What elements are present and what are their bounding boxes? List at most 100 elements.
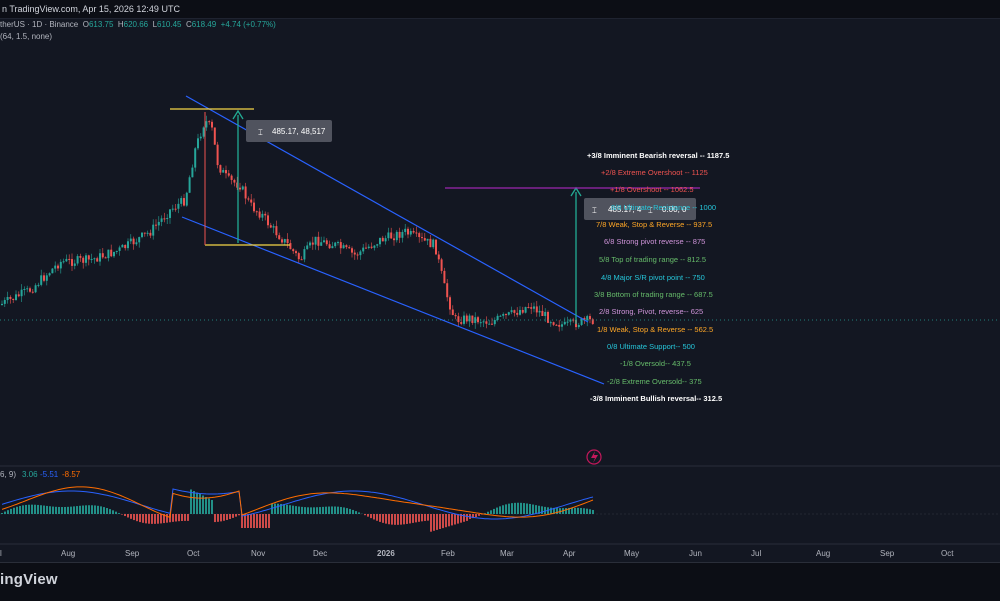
candle-body bbox=[309, 243, 311, 246]
macd-legend[interactable]: 6, 9) 3.06 -5.51 -8.57 bbox=[0, 470, 81, 479]
macd-bar bbox=[478, 514, 480, 516]
macd-bar bbox=[331, 506, 333, 514]
macd-bar bbox=[160, 514, 162, 523]
candle-body bbox=[418, 233, 420, 237]
candle-body bbox=[18, 294, 20, 296]
candle-body bbox=[410, 231, 412, 234]
candle-body bbox=[449, 297, 451, 309]
macd-bar bbox=[343, 507, 345, 514]
candle-body bbox=[287, 239, 289, 243]
macd-params: 6, 9) bbox=[0, 470, 16, 479]
candle-body bbox=[233, 180, 235, 183]
candle-body bbox=[21, 290, 23, 297]
candle-body bbox=[474, 317, 476, 323]
candle-body bbox=[480, 322, 482, 323]
candle-body bbox=[527, 307, 529, 308]
macd-bar bbox=[529, 504, 531, 514]
macd-bar bbox=[388, 514, 390, 524]
candle-body bbox=[401, 232, 403, 238]
candle-body bbox=[155, 225, 157, 226]
candle-body bbox=[331, 246, 333, 248]
macd-bar bbox=[442, 514, 444, 528]
candle-body bbox=[432, 240, 434, 248]
candle-body bbox=[569, 320, 571, 322]
macd-bar bbox=[223, 514, 225, 521]
candle-body bbox=[519, 310, 521, 315]
macd-bar bbox=[85, 505, 87, 514]
candle-body bbox=[200, 137, 202, 139]
macd-bar bbox=[265, 514, 267, 528]
candle-body bbox=[522, 310, 524, 313]
candle-body bbox=[23, 289, 25, 290]
candle-body bbox=[261, 214, 263, 218]
candle-body bbox=[138, 237, 140, 242]
macd-bar bbox=[514, 503, 516, 514]
candle-body bbox=[513, 310, 515, 313]
macd-bar bbox=[211, 500, 213, 514]
macd-bar bbox=[130, 514, 132, 519]
lightning-icon[interactable] bbox=[587, 450, 601, 464]
candle-body bbox=[508, 312, 510, 315]
candle-body bbox=[110, 250, 112, 257]
candle-body bbox=[427, 239, 429, 241]
macd-bar bbox=[283, 504, 285, 514]
candle-body bbox=[466, 316, 468, 322]
candle-body bbox=[273, 226, 275, 227]
macd-bar bbox=[421, 514, 423, 521]
murrey-level-14: -3/8 Imminent Bullish reversal-- 312.5 bbox=[590, 394, 722, 403]
candle-body bbox=[536, 306, 538, 312]
macd-bar bbox=[301, 507, 303, 514]
time-axis-label-12: Jul bbox=[751, 549, 761, 558]
macd-bar bbox=[490, 510, 492, 514]
macd-bar bbox=[457, 514, 459, 524]
macd-bar bbox=[577, 508, 579, 514]
candle-body bbox=[228, 173, 230, 175]
murrey-level-11: 0/8 Ultimate Support-- 500 bbox=[607, 342, 695, 351]
candle-body bbox=[270, 225, 272, 227]
candle-body bbox=[564, 322, 566, 324]
candle-body bbox=[163, 218, 165, 219]
candle-body bbox=[144, 233, 146, 234]
candle-body bbox=[264, 214, 266, 216]
candle-body bbox=[441, 259, 443, 271]
candle-body bbox=[415, 232, 417, 233]
macd-bar bbox=[382, 514, 384, 523]
macd-bar bbox=[379, 514, 381, 522]
candle-body bbox=[15, 294, 17, 300]
candle-body bbox=[116, 251, 118, 252]
macd-bar bbox=[40, 505, 42, 514]
candle-body bbox=[141, 233, 143, 237]
candle-body bbox=[289, 243, 291, 249]
macd-bar bbox=[235, 514, 237, 517]
measure-label-1[interactable]: ⌶ 485.17, 48,517 bbox=[246, 120, 332, 142]
candle-body bbox=[54, 266, 56, 269]
macd-bar bbox=[451, 514, 453, 525]
price-chart[interactable]: ⌶ 485.17, 48,517 ⌶ 485.17, 4 ⌶ 0.00, 0 +… bbox=[0, 0, 1000, 562]
time-axis-label-9: Apr bbox=[563, 549, 576, 558]
candle-body bbox=[323, 240, 325, 242]
macd-bar bbox=[370, 514, 372, 518]
macd-bar bbox=[304, 507, 306, 514]
macd-bar bbox=[505, 504, 507, 514]
macd-bar bbox=[94, 505, 96, 514]
macd-bar bbox=[499, 506, 501, 514]
candle-body bbox=[71, 259, 73, 266]
time-axis-label-8: Mar bbox=[500, 549, 514, 558]
candle-body bbox=[295, 251, 297, 253]
macd-bar bbox=[49, 506, 51, 514]
time-axis-label-3: Oct bbox=[187, 549, 200, 558]
candle-body bbox=[247, 198, 249, 199]
macd-bar bbox=[289, 505, 291, 514]
time-axis-label-11: Jun bbox=[689, 549, 702, 558]
macd-bar bbox=[67, 507, 69, 514]
tradingview-logo[interactable]: ingView bbox=[0, 571, 58, 588]
macd-bar bbox=[124, 514, 126, 516]
candle-body bbox=[99, 253, 101, 261]
macd-bar bbox=[430, 514, 432, 532]
wedge-lower-line[interactable] bbox=[182, 217, 604, 384]
candle-body bbox=[312, 243, 314, 245]
candle-body bbox=[29, 288, 31, 291]
candle-body bbox=[197, 138, 199, 148]
macd-bar bbox=[118, 513, 120, 514]
